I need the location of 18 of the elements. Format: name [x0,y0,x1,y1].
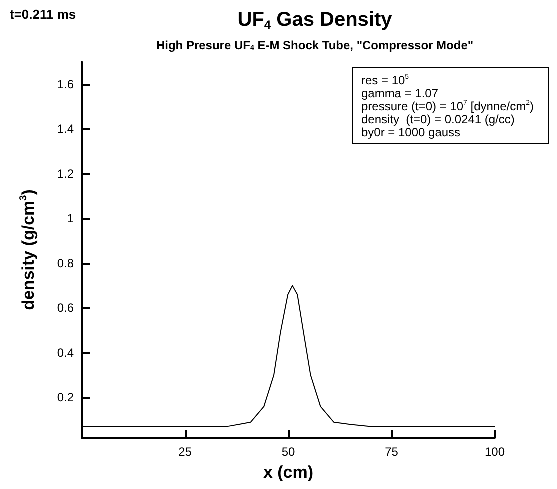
text: t=0.211 ms [10,7,76,22]
y-tick-label: 1.6 [57,77,74,92]
x-tick-label: 50 [282,445,296,459]
y-tick-label: 1.4 [57,122,74,136]
x-tick-label: 100 [484,445,506,459]
y-tick-label: 0.6 [57,301,74,316]
y-tick-label: 1.2 [57,166,74,181]
annotation: by0r = 1000 gauss [361,126,461,140]
annotation: density (t=0) = 0.0241 (g/cc) [361,112,515,126]
x-tick-label: 75 [385,445,399,459]
y-axis-title: density (g/cm3) [18,190,38,310]
y-tick-label: 0.8 [57,256,74,270]
y-tick-label: 0.2 [57,390,74,405]
y-tick-label: 0.4 [57,346,74,360]
y-tick-label: 1 [67,212,74,226]
x-axis-title: x (cm) [263,463,314,482]
annotation: gamma = 1.07 [361,86,439,100]
x-tick-label: 25 [178,445,192,459]
